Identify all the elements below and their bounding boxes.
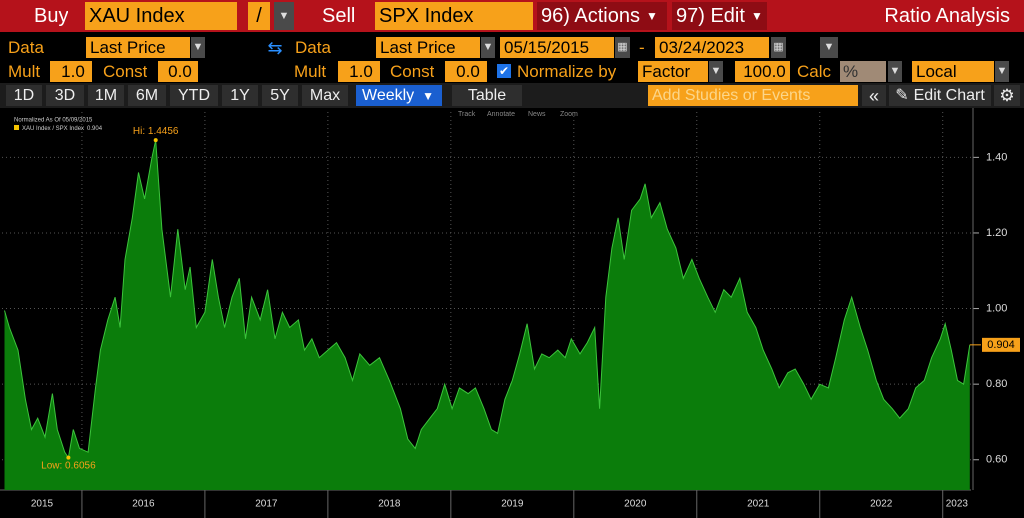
area	[4, 140, 970, 490]
actions-menu[interactable]: 96) Actions ▼	[537, 2, 667, 30]
security-1-input[interactable]: XAU Index	[85, 2, 237, 30]
edit-chart-text: Edit Chart	[913, 86, 985, 104]
buy-label: Buy	[34, 5, 69, 27]
legend-name: XAU Index / SPX Index	[22, 126, 84, 132]
x-tick-label: 2021	[747, 499, 770, 510]
period-button[interactable]: 1M	[88, 85, 124, 106]
mult-input[interactable]: 1.0	[338, 61, 380, 82]
x-tick-label: 2022	[870, 499, 893, 510]
dropdown-arrow: ▼	[645, 9, 658, 23]
options-dropdown[interactable]: ▼	[820, 37, 838, 58]
y-tick-label: 1.00	[986, 302, 1007, 314]
y-tick-label: 0.60	[986, 454, 1007, 466]
table-button[interactable]: Table	[452, 85, 522, 106]
x-tick-label: 2019	[501, 499, 524, 510]
legend-value: 0.904	[87, 126, 103, 132]
chart-tool: News	[528, 111, 546, 118]
last-value-box	[982, 337, 1020, 352]
dropdown-arrow: ▼	[750, 9, 763, 23]
field-2-input[interactable]: Last Price	[376, 37, 480, 58]
low-marker	[66, 455, 71, 460]
field-1-input[interactable]: Last Price	[86, 37, 190, 58]
dropdown-arrow: ▼	[422, 88, 435, 103]
calc-label: Calc	[797, 62, 832, 81]
legend-swatch	[14, 125, 19, 130]
const-input[interactable]: 0.0	[445, 61, 487, 82]
calc-dropdown[interactable]: ▼	[888, 61, 902, 82]
actions-text: 96) Actions	[541, 5, 640, 27]
field-1-dropdown[interactable]: ▼	[191, 37, 205, 58]
const-label: Const	[390, 62, 435, 81]
pencil-icon: ✎	[895, 86, 909, 104]
period-button[interactable]: 6M	[128, 85, 166, 106]
data-label: Data	[8, 38, 44, 57]
sell-label: Sell	[322, 5, 356, 27]
x-tick-label: 2020	[624, 499, 647, 510]
factor-input[interactable]: 100.0	[735, 61, 790, 82]
currency-dropdown[interactable]: ▼	[995, 61, 1009, 82]
studies-input[interactable]: Add Studies or Events	[648, 85, 858, 106]
calendar-button[interactable]: ▦	[771, 37, 786, 58]
normalize-dropdown[interactable]: ▼	[709, 61, 723, 82]
normalize-checkbox[interactable]: ✔	[497, 64, 511, 78]
operator-dropdown[interactable]: ▼	[274, 2, 294, 30]
calc-input[interactable]: %	[840, 61, 886, 82]
mult-label: Mult	[8, 62, 41, 81]
legend-title: Normalized As Of 05/09/2015	[14, 118, 93, 124]
security-2-input[interactable]: SPX Index	[375, 2, 533, 30]
const-input[interactable]: 0.0	[158, 61, 198, 82]
chart-tool: Track	[458, 111, 476, 118]
normalize-label: Normalize by	[517, 62, 617, 81]
end-date-input[interactable]: 03/24/2023	[655, 37, 769, 58]
function-title: Ratio Analysis	[884, 5, 1010, 27]
period-button[interactable]: 1D	[6, 85, 42, 106]
period-button[interactable]: 1Y	[222, 85, 258, 106]
x-tick-label: 2018	[378, 499, 401, 510]
period-button[interactable]: 3D	[46, 85, 84, 106]
edit-menu[interactable]: 97) Edit ▼	[672, 2, 767, 30]
chart-tool: Annotate	[487, 111, 515, 118]
x-tick-label: 2016	[132, 499, 155, 510]
frequency-dropdown[interactable]: Weekly ▼	[356, 85, 442, 106]
high-label: Hi: 1.4456	[133, 126, 179, 137]
settings-button[interactable]: ⚙	[994, 85, 1020, 106]
swap-button[interactable]: ⇆	[267, 37, 283, 58]
high-marker	[153, 138, 158, 143]
mult-input[interactable]: 1.0	[50, 61, 92, 82]
frequency-text: Weekly	[362, 86, 415, 104]
period-button[interactable]: Max	[302, 85, 348, 106]
period-button[interactable]: YTD	[170, 85, 218, 106]
y-tick-label: 1.20	[986, 227, 1007, 239]
chart: Track Annotate News Zoom 0.60 0.80 1.00 1.20 1.4…	[0, 108, 1024, 518]
period-button[interactable]: 5Y	[262, 85, 298, 106]
calendar-button[interactable]: ▦	[615, 37, 630, 58]
field-2-dropdown[interactable]: ▼	[481, 37, 495, 58]
area-line	[4, 139, 971, 459]
edit-chart-button[interactable]: ✎ Edit Chart	[889, 85, 991, 106]
y-tick-label: 0.80	[986, 378, 1007, 390]
edit-text: 97) Edit	[676, 5, 745, 27]
mult-label: Mult	[294, 62, 327, 81]
collapse-button[interactable]: «	[862, 85, 886, 106]
x-tick-label: 2015	[31, 499, 54, 510]
low-label: Low: 0.6056	[41, 460, 96, 471]
legend-entry: XAU Index / SPX Index 0.904	[22, 126, 103, 132]
start-date-input[interactable]: 05/15/2015	[500, 37, 614, 58]
data-label: Data	[295, 38, 331, 57]
date-dash: -	[639, 38, 645, 57]
currency-input[interactable]: Local	[912, 61, 994, 82]
last-value-label: 0.904	[987, 339, 1015, 351]
operator-input[interactable]: /	[248, 2, 270, 30]
chart-tool: Zoom	[560, 111, 578, 118]
x-tick-label: 2017	[255, 499, 278, 510]
normalize-field-input[interactable]: Factor	[638, 61, 708, 82]
x-tick-label: 2023	[946, 499, 969, 510]
y-tick-label: 1.40	[986, 151, 1007, 163]
const-label: Const	[103, 62, 148, 81]
